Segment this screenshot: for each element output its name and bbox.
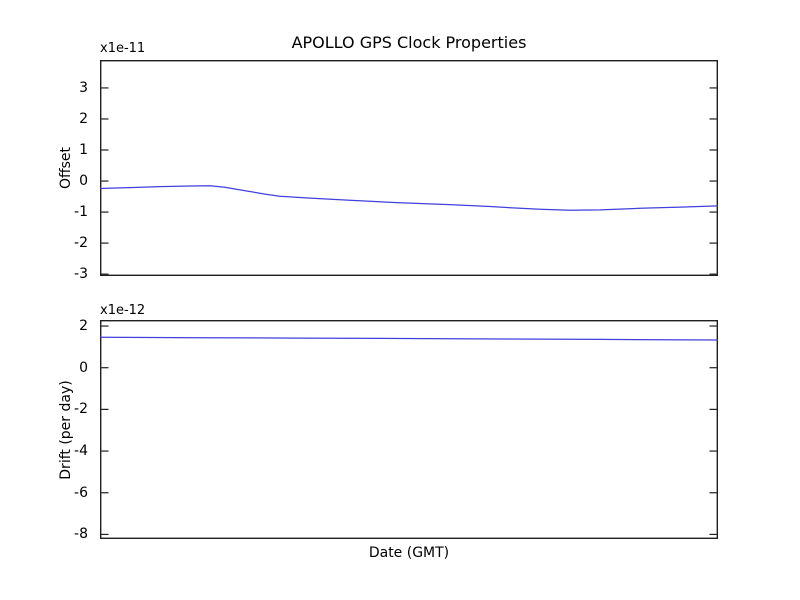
y-tick-label: -4: [74, 443, 88, 460]
y-tick-label: 0: [79, 173, 88, 190]
offset-plot: [100, 60, 718, 276]
drift-scale-label: x1e-12: [100, 303, 146, 318]
y-tick-label: -8: [74, 526, 88, 543]
chart-title: APOLLO GPS Clock Properties: [291, 33, 527, 52]
offset-line: [100, 185, 718, 211]
y-tick-label: -1: [74, 204, 88, 221]
y-tick-label: 3: [79, 79, 88, 96]
y-tick-label: 2: [79, 110, 88, 127]
drift-axis-label: Drift (per day): [58, 380, 74, 480]
drift-line: [100, 336, 718, 341]
offset-scale-label: x1e-11: [100, 41, 146, 56]
plot-border: [100, 320, 718, 539]
plot-border: [100, 60, 718, 276]
y-tick-label: 2: [79, 318, 88, 335]
y-tick-label: -6: [74, 484, 88, 501]
y-tick-label: 1: [79, 142, 88, 158]
y-tick-label: -2: [74, 235, 88, 252]
y-tick-label: -3: [74, 266, 88, 283]
y-tick-label: 0: [79, 359, 88, 376]
x-axis-label: Date (GMT): [368, 545, 450, 561]
y-tick-label: -2: [74, 401, 88, 418]
drift-plot: [100, 320, 718, 539]
